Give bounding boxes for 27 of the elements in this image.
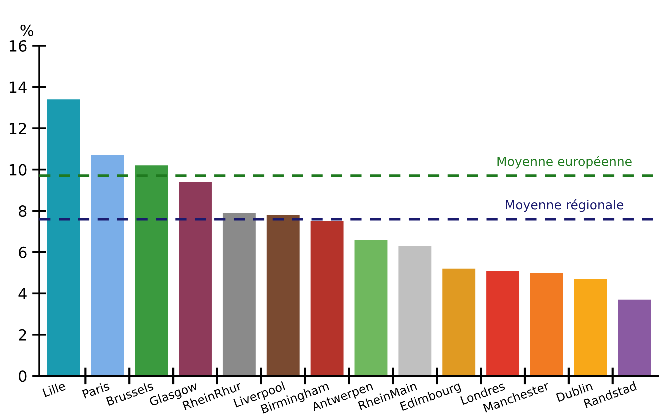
bar: [91, 155, 124, 376]
y-tick-label: 8: [19, 206, 27, 218]
bar: [530, 273, 564, 376]
bar: [618, 300, 652, 376]
y-tick-label: 12: [10, 123, 26, 134]
x-tick-label: Lille: [42, 381, 66, 398]
bar: [442, 268, 476, 376]
y-tick-label: 2: [19, 329, 26, 341]
bar: [574, 279, 608, 376]
bar: [354, 240, 388, 376]
bar: [266, 215, 300, 376]
y-tick-label: 16: [10, 40, 27, 52]
y-tick-label: 10: [10, 164, 27, 176]
bar: [222, 213, 256, 376]
bar: [486, 270, 520, 376]
y-tick-label: 14: [10, 82, 27, 94]
y-axis-title: %: [20, 24, 34, 36]
ref-line-label: Moyenne régionale: [506, 200, 624, 212]
bar: [398, 246, 432, 376]
y-tick-label: 6: [19, 246, 27, 258]
bar: [47, 100, 80, 376]
y-tick-label: 4: [18, 288, 27, 300]
ref-line-label: Moyenne européenne: [498, 156, 632, 169]
bar: [310, 221, 344, 376]
bar: [135, 166, 168, 376]
bar: [179, 182, 212, 376]
y-tick-label: 0: [19, 370, 27, 382]
